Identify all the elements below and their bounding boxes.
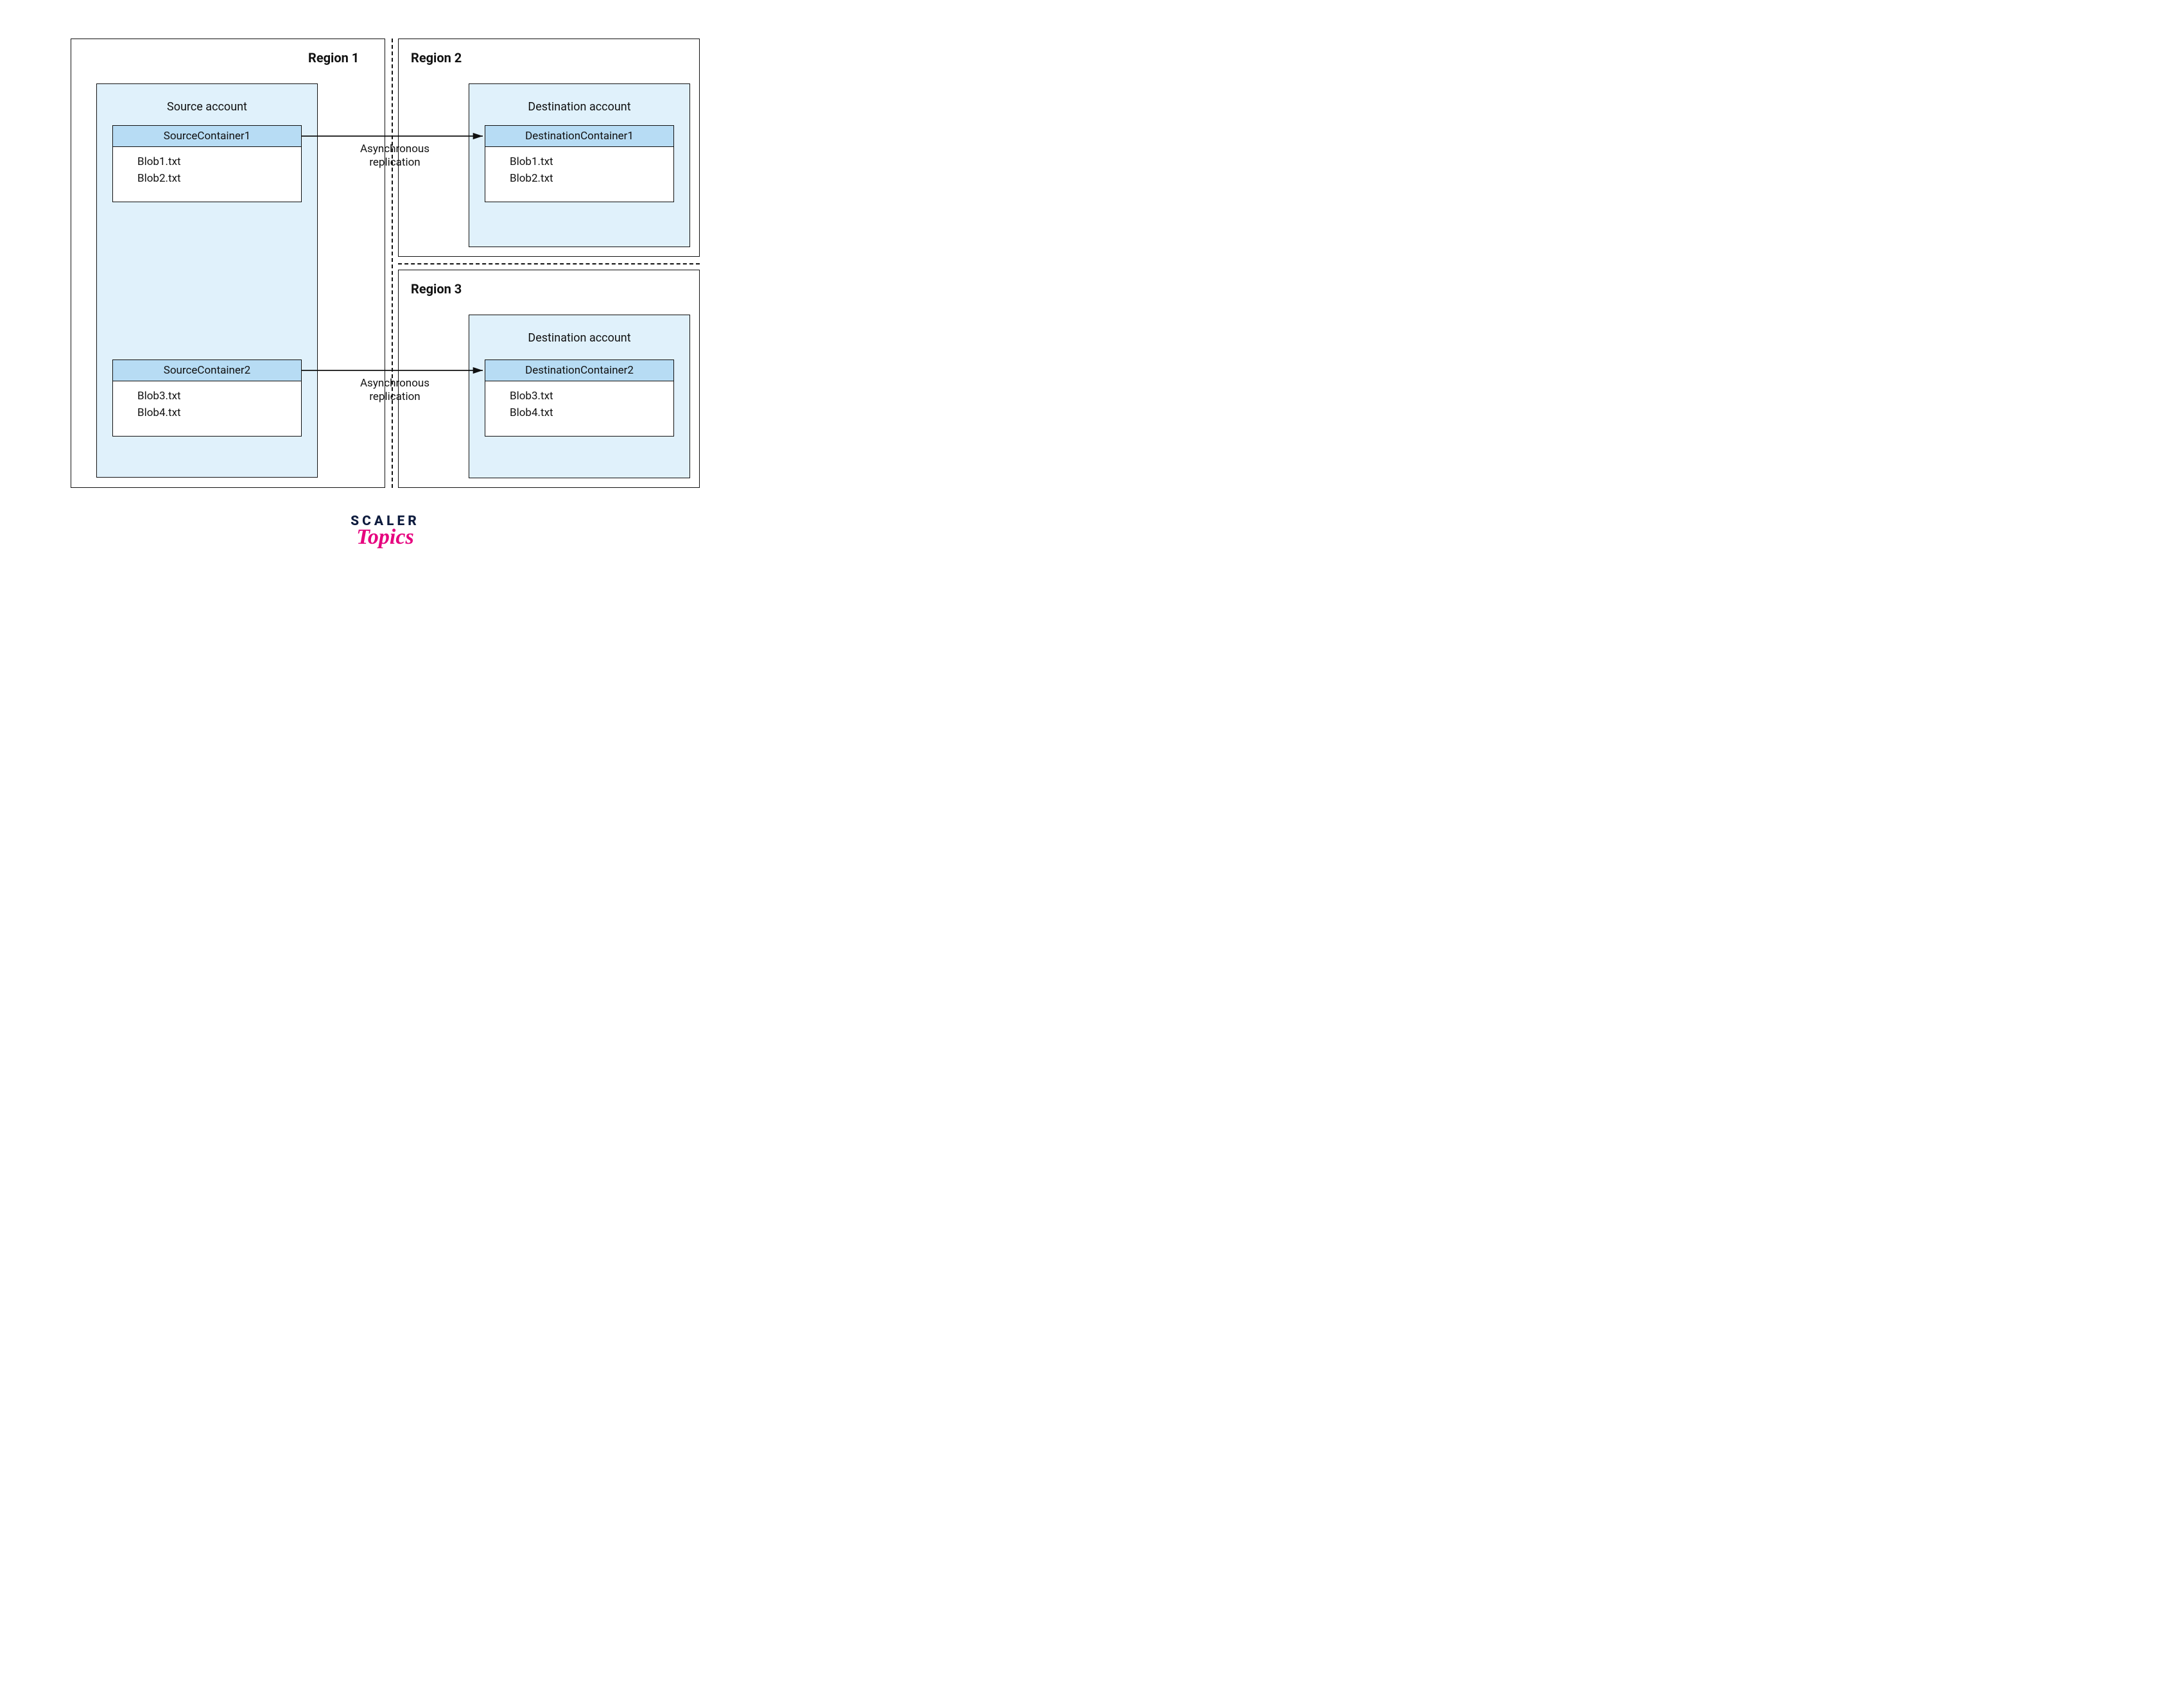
arrow-2-label: Asynchronous replication: [324, 377, 465, 404]
blob-item: Blob4.txt: [510, 404, 673, 421]
source-container-2: SourceContainer2 Blob3.txt Blob4.txt: [112, 360, 302, 437]
dest-container-2-body: Blob3.txt Blob4.txt: [485, 381, 673, 429]
blob-item: Blob4.txt: [137, 404, 301, 421]
region2-label: Region 2: [411, 50, 462, 65]
source-container-1-header: SourceContainer1: [113, 126, 301, 147]
source-container-2-body: Blob3.txt Blob4.txt: [113, 381, 301, 429]
source-container-1-body: Blob1.txt Blob2.txt: [113, 147, 301, 195]
blob-item: Blob1.txt: [137, 153, 301, 170]
dest-container-1-body: Blob1.txt Blob2.txt: [485, 147, 673, 195]
dest-account-2-title: Destination account: [469, 91, 690, 119]
region3-label: Region 3: [411, 281, 462, 297]
region-vertical-divider: [392, 39, 393, 488]
region1-label: Region 1: [308, 50, 359, 65]
blob-item: Blob1.txt: [510, 153, 673, 170]
arrow-1-label: Asynchronous replication: [324, 143, 465, 170]
source-container-1: SourceContainer1 Blob1.txt Blob2.txt: [112, 125, 302, 202]
blob-item: Blob2.txt: [510, 170, 673, 187]
dest-container-1: DestinationContainer1 Blob1.txt Blob2.tx…: [485, 125, 674, 202]
scaler-topics-logo: SCALER Topics: [71, 514, 700, 550]
source-container-2-header: SourceContainer2: [113, 360, 301, 381]
dest-container-1-header: DestinationContainer1: [485, 126, 673, 147]
source-account-title: Source account: [96, 91, 318, 119]
blob-item: Blob3.txt: [137, 388, 301, 404]
blob-item: Blob3.txt: [510, 388, 673, 404]
blob-item: Blob2.txt: [137, 170, 301, 187]
region-horizontal-divider: [398, 263, 700, 264]
logo-text-bottom: Topics: [71, 525, 700, 550]
dest-account-3-title: Destination account: [469, 322, 690, 350]
dest-container-2: DestinationContainer2 Blob3.txt Blob4.tx…: [485, 360, 674, 437]
replication-diagram: Region 1 Source account SourceContainer1…: [71, 39, 700, 488]
dest-container-2-header: DestinationContainer2: [485, 360, 673, 381]
